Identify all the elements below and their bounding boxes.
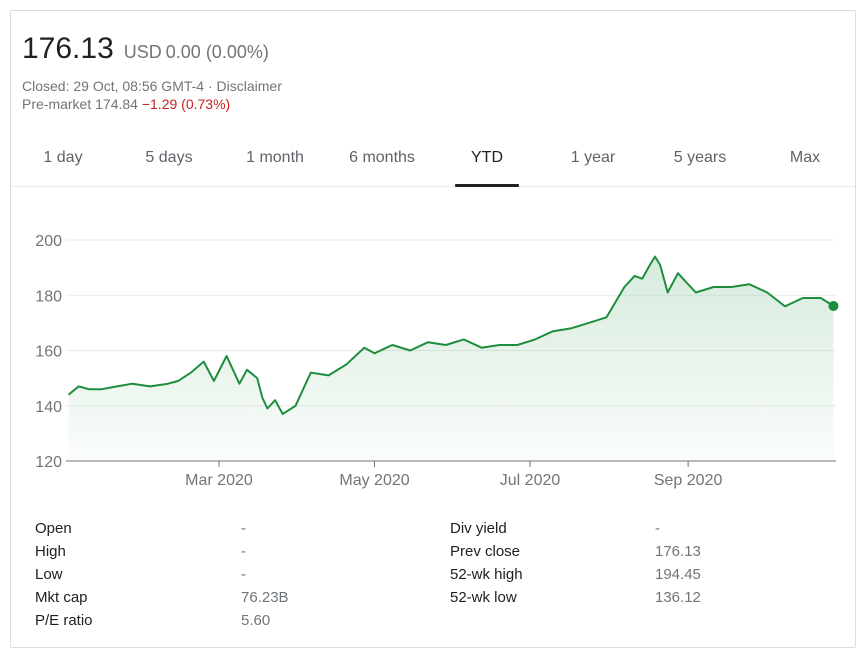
x-tick-label: Mar 2020 — [185, 472, 253, 489]
stat-row: Mkt cap 76.23B — [35, 586, 289, 609]
range-tabs: 1 day 5 days 1 month 6 months YTD 1 year… — [11, 130, 855, 187]
closed-info: Closed: 29 Oct, 08:56 GMT-4 · Disclaimer — [22, 77, 282, 95]
stat-row: Prev close 176.13 — [450, 540, 701, 563]
stat-label-open: Open — [35, 520, 72, 537]
stat-value-high: - — [241, 543, 246, 560]
stat-value-52wk-high: 194.45 — [655, 566, 701, 583]
stat-row: Div yield - — [450, 517, 701, 540]
x-tick-label: Jul 2020 — [500, 472, 561, 489]
y-tick-label: 160 — [35, 344, 62, 361]
closed-text: Closed: 29 Oct, 08:56 GMT-4 · — [22, 78, 217, 94]
price-change: 0.00 (0.00%) — [165, 42, 269, 62]
last-price-dot — [828, 300, 839, 311]
x-axis-labels: Mar 2020 May 2020 Jul 2020 Sep 2020 — [185, 461, 722, 489]
stat-row: 52-wk high 194.45 — [450, 563, 701, 586]
stat-label-div-yield: Div yield — [450, 520, 507, 537]
stat-value-low: - — [241, 566, 246, 583]
stats-right: Div yield - Prev close 176.13 52-wk high 19… — [450, 517, 701, 609]
stat-row: Low - — [35, 563, 289, 586]
price-chart[interactable]: 200 180 160 140 120 Mar 2020 May 2020 Jul 2020… — [0, 190, 868, 500]
quote-header: 176.13 USD 0.00 (0.00%) Closed: 29 Oct, … — [22, 32, 282, 113]
price-line-series — [67, 255, 835, 415]
tab-5-days[interactable]: 5 days — [145, 149, 193, 166]
current-price: 176.13 — [22, 32, 114, 65]
premarket-info: Pre-market 174.84 −1.29 (0.73%) — [22, 95, 282, 113]
stat-row: Open - — [35, 517, 289, 540]
y-axis-labels: 200 180 160 140 120 — [35, 233, 62, 471]
stat-label-prev-close: Prev close — [450, 543, 521, 560]
premarket-price: 174.84 — [95, 96, 142, 112]
stat-label-mkt-cap: Mkt cap — [35, 589, 88, 606]
stat-value-open: - — [241, 520, 246, 537]
currency-label: USD — [123, 42, 162, 62]
price-area — [68, 256, 834, 461]
y-tick-label: 200 — [35, 233, 62, 250]
stat-value-prev-close: 176.13 — [655, 543, 701, 560]
stat-value-pe-ratio: 5.60 — [241, 612, 271, 629]
tab-max[interactable]: Max — [789, 149, 821, 166]
stat-label-52wk-high: 52-wk high — [450, 566, 523, 583]
stat-label-high: High — [35, 543, 66, 560]
stat-row: P/E ratio 5.60 — [35, 609, 289, 632]
tab-6-months[interactable]: 6 months — [349, 149, 415, 166]
tab-1-month[interactable]: 1 month — [246, 149, 304, 166]
premarket-label: Pre-market — [22, 96, 96, 112]
x-tick-label: May 2020 — [339, 472, 409, 489]
stat-value-52wk-low: 136.12 — [655, 589, 701, 606]
tab-1-day[interactable]: 1 day — [43, 149, 83, 166]
disclaimer-link[interactable]: Disclaimer — [216, 78, 282, 94]
stat-row: 52-wk low 136.12 — [450, 586, 701, 609]
y-tick-label: 140 — [35, 399, 62, 416]
stat-value-div-yield: - — [655, 520, 660, 537]
price-line: 176.13 USD 0.00 (0.00%) — [22, 32, 282, 66]
y-tick-label: 180 — [35, 288, 62, 305]
x-tick-label: Sep 2020 — [654, 472, 723, 489]
stat-label-low: Low — [35, 566, 63, 583]
tab-ytd[interactable]: YTD — [455, 130, 519, 187]
stat-value-mkt-cap: 76.23B — [241, 589, 289, 606]
stats-left: Open - High - Low - Mkt cap 76.23B P/E ratio… — [35, 517, 289, 632]
tab-1-year[interactable]: 1 year — [570, 149, 616, 166]
y-tick-label: 120 — [35, 454, 62, 471]
stat-label-52wk-low: 52-wk low — [450, 589, 517, 606]
premarket-change: −1.29 (0.73%) — [141, 96, 231, 112]
stat-label-pe-ratio: P/E ratio — [35, 612, 93, 629]
tab-5-years[interactable]: 5 years — [673, 149, 727, 166]
stat-row: High - — [35, 540, 289, 563]
